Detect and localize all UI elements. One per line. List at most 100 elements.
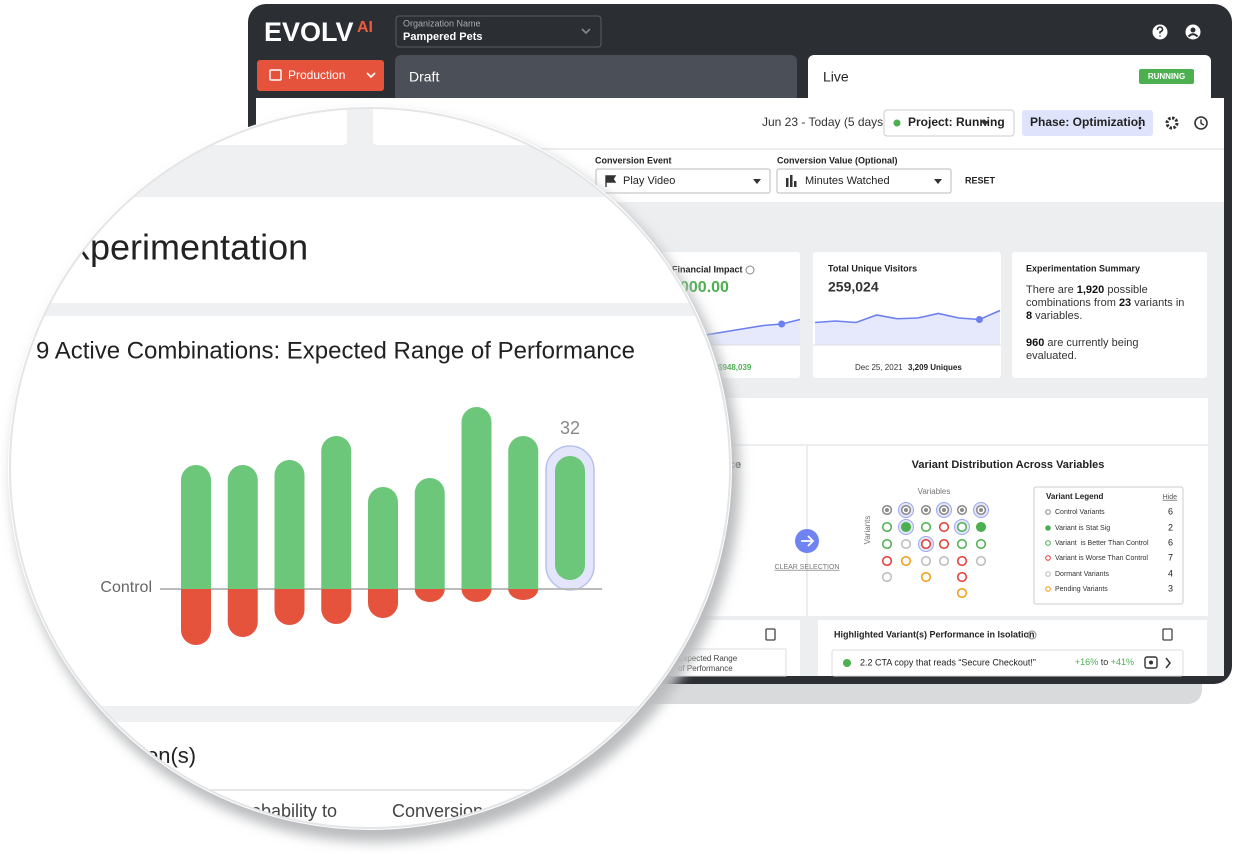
variant-dot[interactable] [920,521,932,533]
variant-dot[interactable] [975,555,987,567]
range-low: +16% [1075,657,1098,667]
range-bar-upper [414,478,445,589]
date-range: Jun 23 - Today (5 days) [762,115,887,129]
variant-dot[interactable] [975,521,987,533]
variant-dot[interactable] [900,555,912,567]
environment-button[interactable] [257,60,384,91]
lens-heading: xperimentation [72,227,308,268]
settings-icon[interactable] [1165,116,1179,130]
range-bar-lower [414,589,445,602]
range-sep: to [1098,657,1111,667]
bars-icon [794,181,797,187]
more-icon [1138,116,1142,120]
lens-chart-title: 9 Active Combinations: Expected Range of… [36,337,635,364]
axis-label: Variants [863,516,872,545]
user-body [1187,33,1199,38]
value-dropdown[interactable] [776,168,952,194]
summary-card [1012,252,1207,378]
variant-dot[interactable] [956,538,968,550]
variant-dot[interactable] [881,538,893,550]
summary-text: There are [1026,284,1077,296]
event-dropdown[interactable] [595,168,771,194]
variant-dot[interactable] [956,571,968,583]
clear-selection[interactable]: CLEAR SELECTION [775,564,840,571]
summary-text: 1,920 [1077,284,1105,296]
live-tab[interactable] [808,55,1211,105]
project-status: Project: Running [908,115,1005,129]
card-footer: $948,039 [718,363,752,372]
org-name: Pampered Pets [403,31,482,43]
range-header-label: Expected Range [678,654,738,663]
legend-hide[interactable]: Hide [1163,494,1178,501]
chevron-icon [581,28,591,35]
variant-range: +16% to +41% [1075,657,1134,667]
variant-dot[interactable] [920,571,932,583]
phase-button[interactable] [1022,110,1153,136]
bars-icon [790,175,793,187]
card-title: Experimentation Summary [1026,263,1140,273]
variant-status-dot [843,659,851,667]
variant-dot[interactable] [975,538,987,550]
variant-dot[interactable] [956,521,968,533]
variant-dot[interactable] [900,538,912,550]
summary-text: 8 [1026,310,1032,322]
draft-tab[interactable] [395,55,797,105]
variant-label: 2.2 CTA copy that reads “Secure Checkout… [860,657,1036,667]
range-bar-upper [461,407,492,589]
card-footer: Dec 25, 2021 [855,363,903,372]
card-value: 259,024 [828,279,879,295]
row-chevron[interactable] [1165,657,1171,669]
sparkline-marker [975,316,983,323]
filter-value: Minutes Watched [805,175,890,187]
summary-text: combinations from [1026,297,1119,309]
range-bar-lower [227,589,258,637]
variant-dot[interactable] [920,538,932,550]
variant-dot[interactable] [938,521,950,533]
variant-dot[interactable] [881,571,893,583]
range-bar-upper [274,460,305,589]
reset-button[interactable]: RESET [965,175,996,185]
legend-count: 7 [1168,552,1173,562]
history-icon[interactable] [1194,116,1208,130]
environment-icon [269,69,282,81]
summary-text: evaluated. [1026,350,1077,362]
variant-dot[interactable] [938,538,950,550]
org-dropdown[interactable] [395,15,602,48]
view-icon[interactable] [1144,656,1158,669]
range-high: +41% [1111,657,1134,667]
range-bar-lower [508,589,539,600]
legend-dot [1045,540,1051,546]
variant-dot[interactable] [900,521,912,533]
legend-title: Variant Legend [1046,492,1103,501]
legend-count: 2 [1168,522,1173,532]
lens-heading-band [10,197,730,303]
legend-dot [1045,525,1051,531]
variant-row[interactable] [831,649,1184,677]
logo: EVOLV [264,17,354,47]
variant-dot[interactable] [881,555,893,567]
variant-dot[interactable] [956,587,968,599]
legend-label: Variant is Worse Than Control [1055,555,1148,562]
variant-dot[interactable] [956,555,968,567]
variant-dot-center [960,508,964,512]
sparkline-marker [778,320,786,328]
legend-label: Dormant Variants [1055,571,1109,578]
caret-icon [981,121,989,126]
lens-edge [9,107,731,829]
variant-dot-center [924,508,928,512]
variant-dot[interactable] [938,555,950,567]
org-label: Organization Name [403,18,481,28]
range-bar-upper [508,436,539,589]
variant-dot[interactable] [881,521,893,533]
variant-dot[interactable] [920,555,932,567]
flag-icon [605,175,617,187]
legend-label: Variant is Stat Sig [1055,525,1110,532]
legend-count: 6 [1168,537,1173,547]
arrow-icon [801,535,815,547]
project-dropdown[interactable] [883,109,1015,137]
more-icon [1138,126,1142,130]
summary-line: combinations from 23 variants in [1026,297,1184,309]
summary-line: There are 1,920 possible [1026,284,1148,296]
summary-text: are currently being [1044,337,1138,349]
